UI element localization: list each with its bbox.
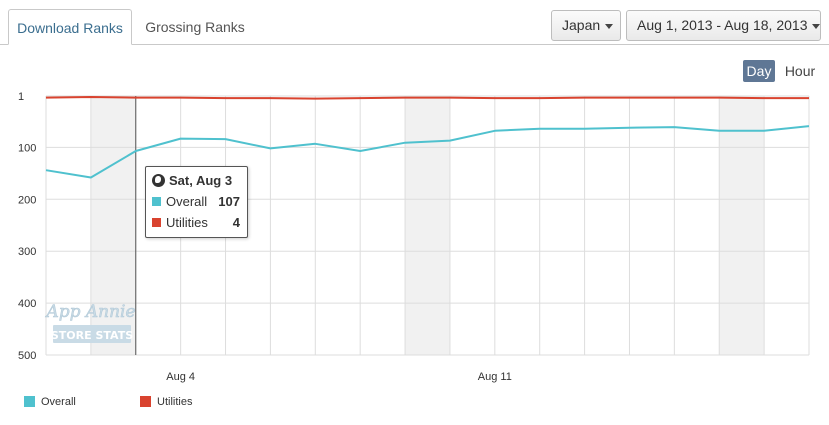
legend-item-utilities[interactable]: Utilities (140, 396, 192, 408)
data-tooltip: Sat, Aug 3 Overall 107 Utilities 4 (145, 166, 248, 238)
y-tick-label-400: 400 (18, 298, 36, 310)
caret-down-icon (605, 23, 614, 29)
tabs-divider (0, 44, 829, 45)
legend-label-utilities: Utilities (157, 396, 193, 408)
y-axis-ticks: 1 100 200 300 400 500 (18, 91, 36, 362)
rank-tabs: Download Ranks Grossing Ranks (0, 0, 829, 45)
watermark-line2: STORE STATS (51, 329, 133, 342)
weekend-bands (90, 96, 765, 355)
tab-grossing-ranks[interactable]: Grossing Ranks (145, 19, 245, 35)
grid-lines (45, 95, 810, 356)
y-tick-label-300: 300 (18, 246, 36, 258)
y-tick-label-500: 500 (18, 350, 36, 362)
tooltip-value-utilities: 4 (232, 215, 240, 230)
globe-icon (152, 174, 165, 187)
weekend-band-1 (90, 96, 136, 355)
granularity-day-button[interactable]: Day (743, 60, 775, 82)
x-tick-label-aug-4: Aug 4 (166, 371, 195, 383)
tooltip-row-utilities: Utilities 4 (152, 215, 244, 231)
caret-down-icon (812, 23, 821, 29)
granularity-hour-button[interactable]: Hour (784, 63, 816, 79)
rank-chart: App Annie STORE STATS 1 100 200 300 400 500 A… (18, 91, 810, 383)
app-annie-watermark: App Annie STORE STATS (44, 302, 136, 343)
x-tick-label-aug-11: Aug 11 (478, 371, 512, 383)
watermark-line1: App Annie (44, 302, 135, 322)
date-range-label: Aug 1, 2013 - Aug 18, 2013 (637, 17, 808, 33)
date-range-dropdown[interactable]: Aug 1, 2013 - Aug 18, 2013 (626, 10, 821, 41)
watermark-badge (53, 325, 131, 343)
tooltip-label-utilities: Utilities (166, 215, 208, 230)
y-tick-label-100: 100 (18, 142, 36, 154)
legend-item-overall[interactable]: Overall (24, 396, 76, 408)
legend-swatch-overall (24, 396, 35, 407)
legend-label-overall: Overall (41, 396, 76, 408)
weekend-band-2 (405, 96, 450, 355)
x-axis-ticks: Aug 4 Aug 11 (166, 371, 512, 383)
y-tick-label-1: 1 (18, 91, 24, 103)
tab-download-ranks[interactable]: Download Ranks (8, 9, 132, 45)
utilities-swatch (152, 218, 161, 227)
legend-swatch-utilities (140, 396, 151, 407)
series-line-overall (45, 125, 810, 179)
weekend-band-3 (719, 96, 765, 355)
country-dropdown[interactable]: Japan (551, 10, 621, 41)
tooltip-value-overall: 107 (218, 194, 240, 209)
tooltip-header: Sat, Aug 3 (152, 173, 232, 188)
country-dropdown-label: Japan (562, 17, 601, 33)
y-tick-label-200: 200 (18, 194, 36, 206)
series-line-utilities (45, 96, 809, 100)
tooltip-date: Sat, Aug 3 (169, 173, 233, 188)
tooltip-row-overall: Overall 107 (152, 194, 244, 210)
tooltip-label-overall: Overall (166, 194, 208, 209)
series-lines (45, 96, 810, 179)
overall-swatch (152, 197, 161, 206)
